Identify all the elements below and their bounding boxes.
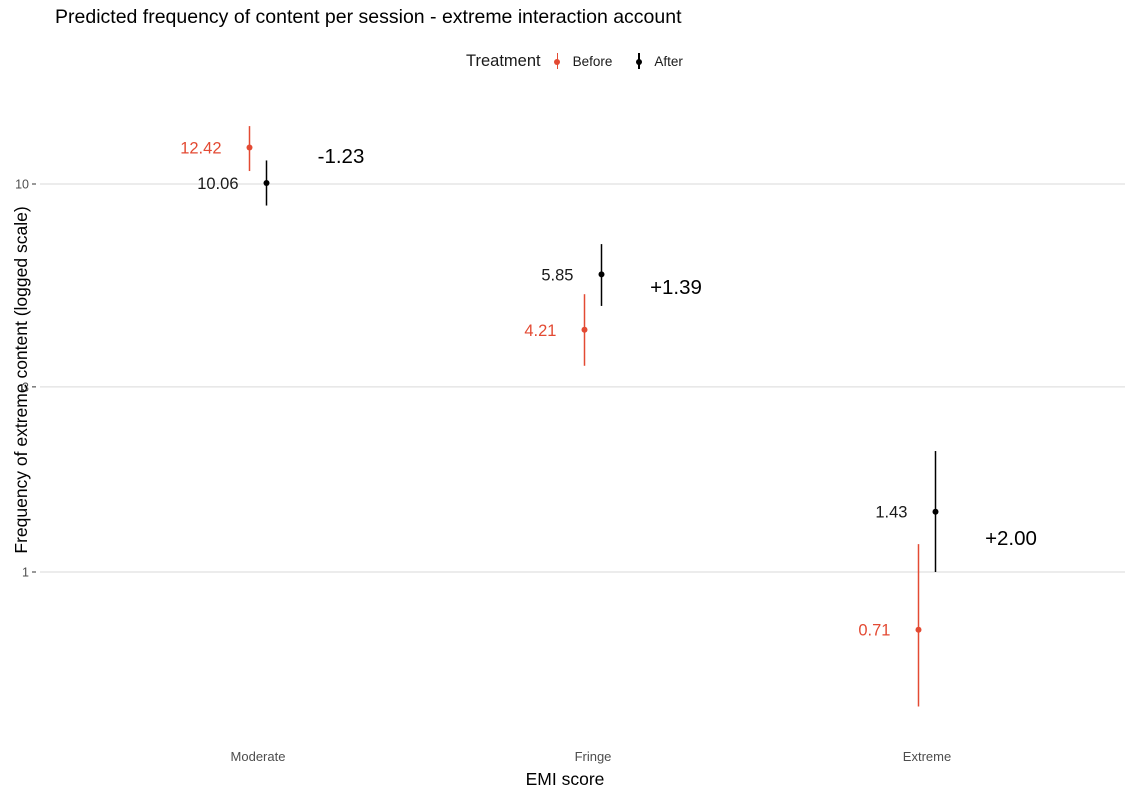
x-tick-label-extreme: Extreme [903,749,951,764]
point-after-moderate [263,179,270,186]
legend-label-before: Before [572,53,613,69]
point-after-extreme [932,508,939,515]
legend: Treatment Before After [466,50,701,72]
x-tick-label-moderate: Moderate [231,749,286,764]
x-axis-title: EMI score [526,769,605,789]
point-before-moderate [246,144,253,151]
y-tick-label-1: 1 [22,566,29,580]
value-label-after-fringe: 5.85 [541,266,573,284]
value-label-after-extreme: 1.43 [875,504,907,522]
value-label-before-extreme: 0.71 [858,622,890,640]
legend-key-before [549,50,567,72]
difference-label-moderate: -1.23 [318,145,365,168]
difference-label-fringe: +1.39 [650,276,702,299]
y-tick-label-3: 3 [22,380,29,394]
point-after-fringe [598,271,605,278]
y-tick-label-10: 10 [15,178,29,192]
y-axis-title: Frequency of extreme content (logged sca… [11,206,31,553]
value-label-before-moderate: 12.42 [180,139,221,157]
point-before-fringe [581,326,588,333]
value-label-after-moderate: 10.06 [197,175,238,193]
point-before-extreme [915,626,922,633]
value-label-before-fringe: 4.21 [524,322,556,340]
legend-title: Treatment [466,51,541,70]
legend-key-after [630,50,648,72]
x-tick-label-fringe: Fringe [575,749,612,764]
legend-label-after: After [654,53,683,69]
chart-title: Predicted frequency of content per sessi… [55,6,682,28]
difference-label-extreme: +2.00 [985,527,1037,550]
